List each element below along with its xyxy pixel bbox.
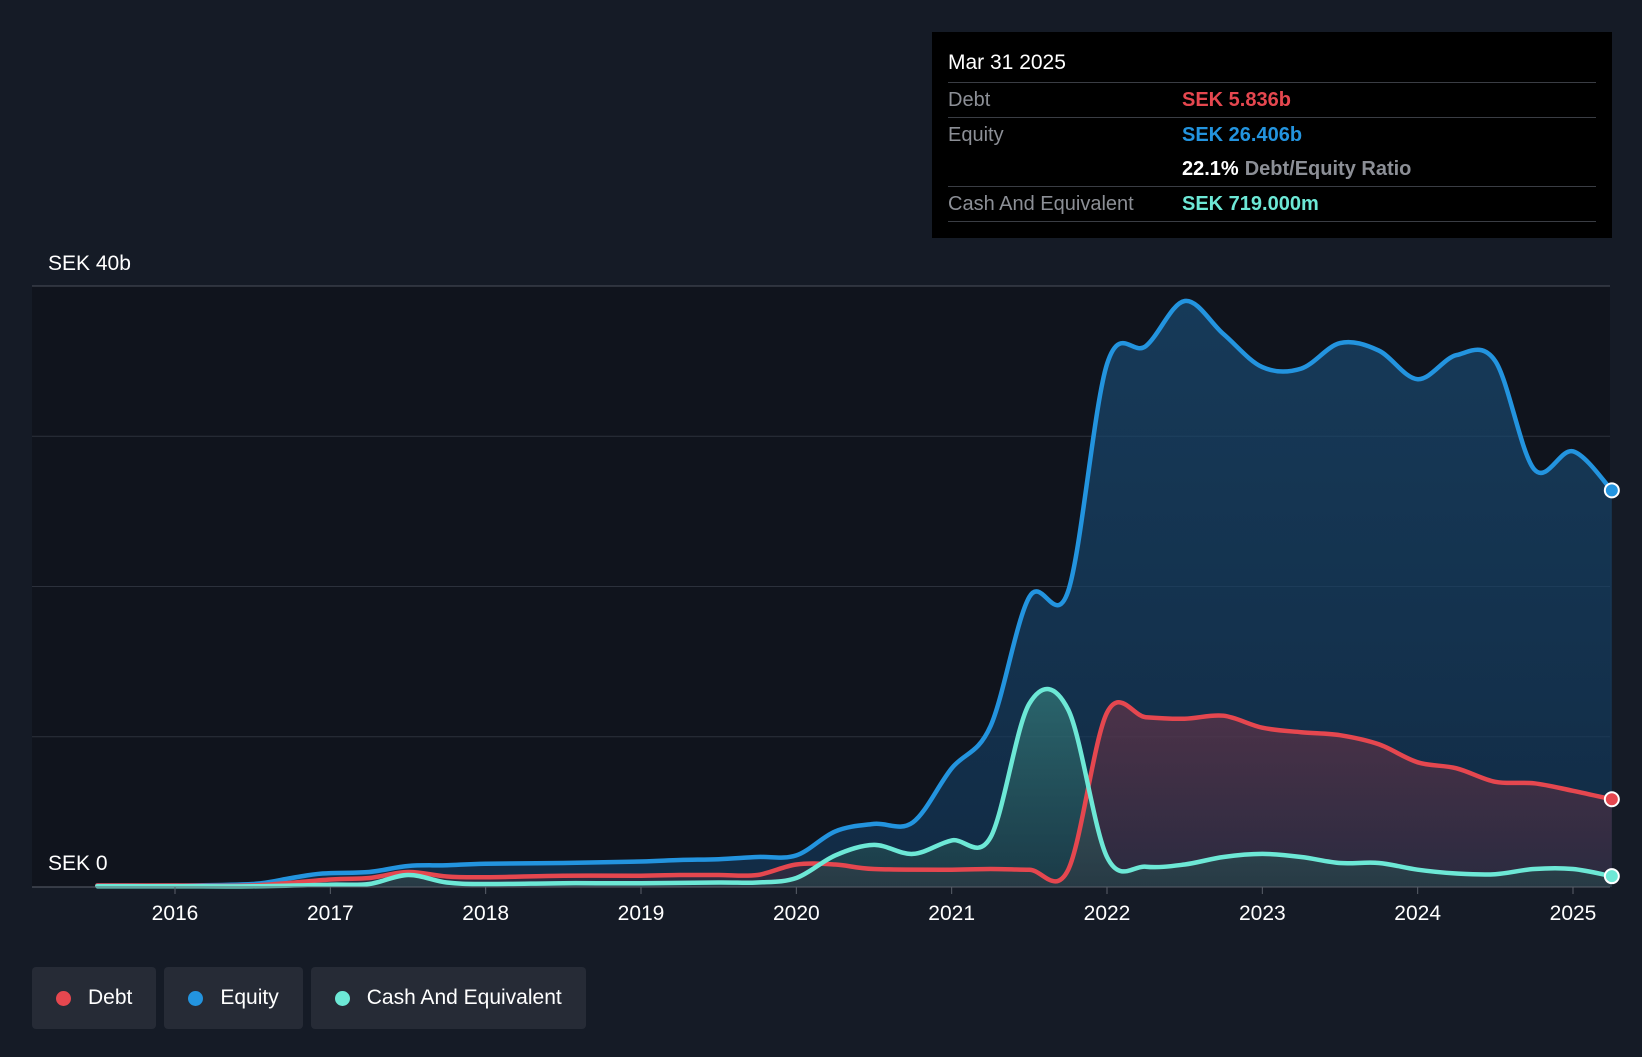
- tooltip-row-debt: Debt SEK 5.836b: [948, 83, 1596, 118]
- x-tick-label: 2025: [1550, 902, 1597, 925]
- legend-cash-dot: [334, 990, 350, 1006]
- legend-debt-dot: [56, 990, 71, 1006]
- tooltip-debt-label: Debt: [948, 89, 991, 111]
- tooltip-row-ratio: 22.1% Debt/Equity Ratio: [948, 152, 1596, 187]
- legend-item-equity[interactable]: Equity: [164, 967, 303, 1029]
- legend-debt-label: Debt: [88, 986, 133, 1009]
- x-tick-label: 2024: [1394, 902, 1441, 925]
- tooltip-cash-label: Cash And Equivalent: [948, 193, 1134, 215]
- axis-layer: 2016 2017 2018 2019 2020 2021 2022 2023 2024 2025: [32, 886, 1610, 925]
- legend-item-cash[interactable]: Cash And Equivalent: [310, 967, 586, 1029]
- x-tick-label: 2022: [1084, 902, 1131, 925]
- x-tick-label: 2018: [462, 902, 509, 925]
- x-tick-label: 2019: [618, 902, 665, 925]
- tooltip: Mar 31 2025 Debt SEK 5.836b Equity SEK 2…: [932, 32, 1612, 238]
- y-axis-bottom-label: SEK 0: [48, 852, 108, 875]
- x-tick-label: 2021: [928, 902, 975, 925]
- tooltip-debt-value: SEK 5.836b: [1182, 89, 1291, 111]
- debt-area: [97, 702, 1612, 887]
- x-tick-label: 2020: [773, 902, 820, 925]
- tooltip-ratio-value: 22.1%: [1182, 158, 1239, 180]
- debt-line: [95, 700, 1615, 889]
- x-tick-label: 2016: [152, 902, 199, 925]
- tooltip-ratio-spacer: [948, 152, 1182, 186]
- x-tick-label: 2017: [307, 902, 354, 925]
- equity-line: [95, 298, 1615, 888]
- legend-equity-label: Equity: [220, 986, 279, 1009]
- y-axis-top-label: SEK 40b: [48, 252, 131, 275]
- tooltip-cash-value: SEK 719.000m: [1182, 193, 1319, 215]
- legend-item-debt[interactable]: Debt: [32, 967, 157, 1029]
- tooltip-row-cash: Cash And Equivalent SEK 719.000m: [948, 187, 1596, 222]
- line-layer: [95, 298, 1620, 889]
- cash-line: [95, 686, 1615, 889]
- x-tick-label: 2023: [1239, 902, 1286, 925]
- tooltip-equity-label: Equity: [948, 124, 1004, 146]
- tooltip-equity-value: SEK 26.406b: [1182, 124, 1303, 146]
- legend-equity-dot: [188, 990, 204, 1006]
- tooltip-ratio-label: Debt/Equity Ratio: [1244, 158, 1412, 180]
- legend-cash-label: Cash And Equivalent: [366, 986, 562, 1009]
- debt-end-marker: [1603, 791, 1620, 808]
- legend: Debt Equity Cash And Equivalent: [32, 967, 594, 1029]
- cash-end-marker: [1603, 868, 1620, 885]
- area-layer: [97, 300, 1612, 887]
- equity-end-marker: [1603, 482, 1620, 499]
- tooltip-date: Mar 31 2025: [948, 46, 1596, 83]
- tooltip-row-equity: Equity SEK 26.406b: [948, 118, 1596, 152]
